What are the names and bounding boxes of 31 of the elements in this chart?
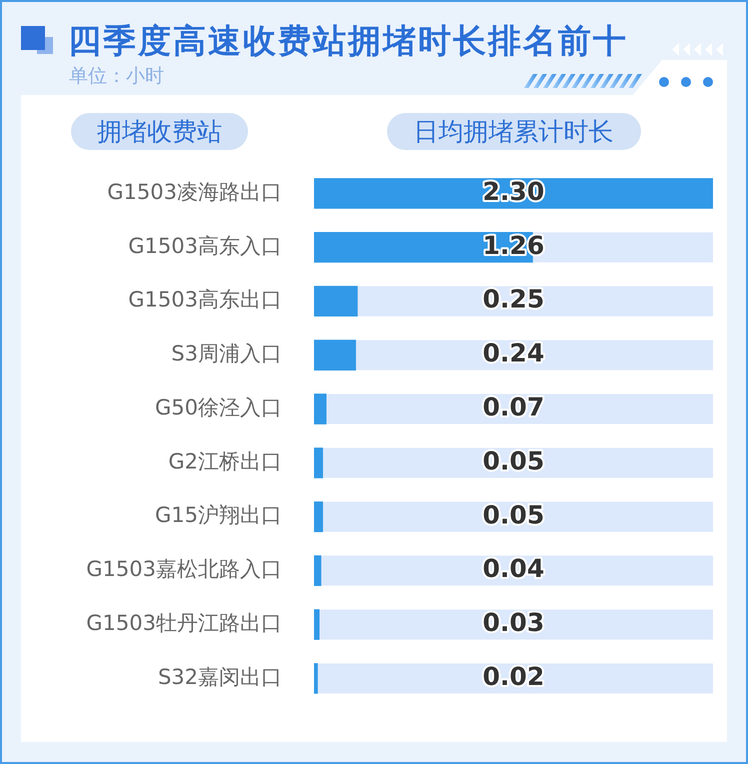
- bar: [314, 555, 322, 586]
- bar: [314, 501, 324, 532]
- bar: [314, 448, 324, 478]
- y-tick-label: G50徐泾入口: [155, 395, 282, 420]
- data-label: 0.07: [482, 392, 544, 422]
- bar: [314, 609, 320, 640]
- data-label: 0.04: [482, 554, 544, 584]
- data-label: 0.25: [482, 284, 544, 314]
- y-tick-label: G1503凌海路出口: [107, 180, 282, 204]
- data-label: 0.03: [482, 608, 544, 638]
- x-axis-title: 日均拥堵累计时长: [386, 113, 640, 150]
- text: 单位：小时: [69, 64, 164, 88]
- y-tick-label: G1503牡丹江路出口: [86, 611, 282, 636]
- bar: [314, 663, 318, 694]
- y-tick-label: G15沪翔出口: [155, 503, 282, 528]
- y-tick-label: G1503高东入口: [128, 234, 282, 258]
- data-label: 0.24: [482, 338, 544, 368]
- y-tick-label: G1503嘉松北路入口: [86, 557, 282, 582]
- y-tick-label: S3周浦入口: [171, 342, 282, 366]
- data-label: 0.05: [482, 500, 544, 530]
- bar: [314, 394, 326, 424]
- data-label: 2.30: [482, 176, 544, 206]
- chart-title: 四季度高速收费站拥堵时长排名前十: [68, 21, 628, 60]
- y-tick-label: S32嘉闵出口: [158, 664, 282, 689]
- bar: [314, 340, 356, 370]
- y-tick-label: G1503高东出口: [128, 288, 282, 312]
- y-axis-title: 拥堵收费站: [71, 113, 248, 150]
- bar: [314, 286, 358, 317]
- y-tick-label: G2江桥出口: [168, 449, 282, 474]
- data-label: 0.02: [482, 662, 544, 691]
- data-label: 0.05: [482, 446, 544, 476]
